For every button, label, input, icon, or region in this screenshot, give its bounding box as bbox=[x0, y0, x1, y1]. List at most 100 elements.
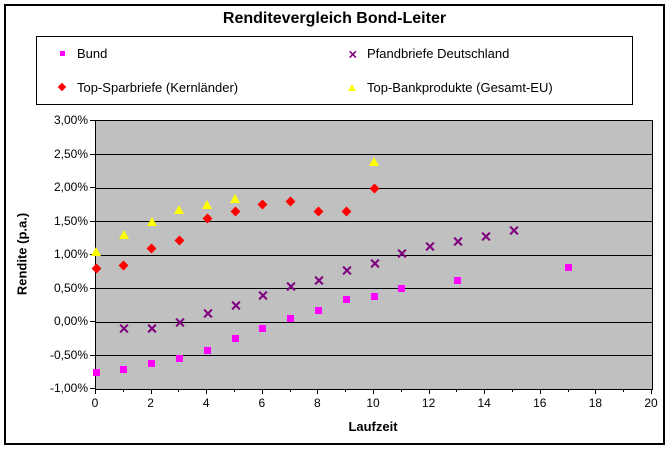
y-axis-tick bbox=[90, 187, 95, 188]
x-axis-major-tick bbox=[150, 389, 152, 394]
gridline bbox=[96, 321, 652, 323]
data-point-x bbox=[119, 324, 128, 333]
data-point-x bbox=[509, 226, 518, 235]
y-axis-tick bbox=[90, 388, 95, 389]
gridline bbox=[96, 288, 652, 289]
legend-item: Pfandbriefe Deutschland bbox=[346, 46, 632, 61]
data-point-triangle bbox=[118, 230, 129, 240]
y-tick-label: 2,50% bbox=[53, 146, 88, 161]
x-axis-minor-tick bbox=[345, 389, 347, 392]
x-tick-label: 20 bbox=[644, 396, 658, 410]
data-point-square bbox=[148, 360, 156, 368]
x-axis-major-tick bbox=[95, 389, 96, 394]
data-point-x bbox=[231, 301, 240, 310]
x-axis-major-tick bbox=[317, 389, 319, 394]
x-tick-label: 6 bbox=[258, 396, 266, 410]
x-axis-major-tick bbox=[261, 389, 263, 394]
x-tick-label: 18 bbox=[588, 396, 603, 410]
x-tick-label: 12 bbox=[421, 396, 436, 410]
data-point-square bbox=[120, 366, 128, 374]
chart-outer-border bbox=[4, 4, 665, 445]
data-point-square bbox=[231, 335, 239, 343]
legend-item: Top-Bankprodukte (Gesamt-EU) bbox=[346, 80, 632, 95]
gridline bbox=[96, 355, 652, 356]
data-point-x bbox=[175, 318, 184, 327]
x-axis-minor-tick bbox=[178, 389, 180, 392]
data-point-x bbox=[203, 309, 212, 318]
x-tick-label: 16 bbox=[533, 396, 547, 410]
y-axis-tick bbox=[90, 287, 95, 289]
x-axis-major-tick bbox=[484, 389, 486, 394]
x-tick-label: 8 bbox=[314, 396, 321, 410]
data-point-square bbox=[175, 355, 183, 363]
data-point-x bbox=[481, 232, 490, 241]
x-axis-minor-tick bbox=[567, 389, 569, 392]
data-point-diamond bbox=[369, 183, 379, 193]
x-tick-label: 4 bbox=[202, 396, 210, 410]
x-axis-minor-tick bbox=[400, 389, 402, 392]
x-axis-major-tick bbox=[428, 389, 430, 394]
x-axis-major-tick bbox=[651, 389, 652, 394]
data-point-diamond bbox=[174, 235, 185, 246]
data-point-diamond bbox=[146, 243, 157, 254]
data-point-diamond bbox=[118, 260, 129, 270]
x-axis-major-tick bbox=[539, 389, 541, 394]
legend-item: Top-Sparbriefe (Kernländer) bbox=[56, 80, 346, 95]
data-point-x bbox=[342, 266, 351, 275]
data-point-diamond bbox=[257, 199, 268, 210]
plot-area bbox=[91, 120, 653, 390]
data-point-square bbox=[342, 296, 350, 304]
gridline bbox=[96, 154, 652, 155]
data-point-square bbox=[565, 263, 573, 271]
x-axis-minor-tick bbox=[234, 389, 235, 392]
data-point-x bbox=[314, 276, 323, 285]
data-point-x bbox=[147, 324, 156, 333]
legend-item-label: Pfandbriefe Deutschland bbox=[367, 46, 510, 62]
y-tick-label: 2,00% bbox=[53, 180, 88, 194]
y-axis-tick bbox=[90, 321, 95, 322]
y-tick-label: 0,00% bbox=[53, 314, 88, 328]
legend-item: Bund bbox=[56, 46, 346, 61]
data-point-square bbox=[370, 293, 378, 301]
legend-item-label: Bund bbox=[77, 46, 108, 62]
x-tick-label: 10 bbox=[366, 396, 380, 410]
x-tick-label: 2 bbox=[147, 396, 154, 410]
x-tick-label: 0 bbox=[91, 396, 99, 410]
data-point-x bbox=[425, 242, 434, 251]
data-point-diamond bbox=[341, 206, 352, 217]
data-point-triangle bbox=[91, 247, 101, 257]
y-tick-label: 1,50% bbox=[53, 213, 88, 228]
x-legend-marker-icon bbox=[346, 48, 358, 60]
data-point-x bbox=[397, 249, 406, 258]
data-point-x bbox=[453, 237, 462, 246]
x-axis-minor-tick bbox=[512, 389, 513, 392]
data-point-triangle bbox=[202, 200, 213, 210]
x-axis-major-tick bbox=[206, 389, 208, 394]
x-axis-major-tick bbox=[595, 389, 597, 394]
x-axis-minor-tick bbox=[122, 389, 124, 392]
data-point-diamond bbox=[285, 196, 296, 207]
data-point-square bbox=[453, 276, 461, 284]
triangle-legend-marker-icon bbox=[346, 81, 358, 93]
data-point-square bbox=[287, 315, 295, 323]
x-tick-label: 14 bbox=[477, 396, 491, 410]
data-point-diamond bbox=[313, 206, 324, 217]
y-axis-tick bbox=[90, 220, 95, 222]
gridline bbox=[96, 221, 652, 222]
y-tick-label: 3,00% bbox=[53, 113, 88, 127]
y-axis-tick bbox=[90, 120, 95, 121]
data-point-square bbox=[259, 325, 267, 333]
square-legend-marker-icon bbox=[56, 48, 68, 60]
data-point-square bbox=[203, 346, 211, 354]
data-point-triangle bbox=[174, 204, 185, 214]
data-point-triangle bbox=[230, 193, 240, 203]
legend-item-label: Top-Bankprodukte (Gesamt-EU) bbox=[367, 79, 553, 95]
data-point-square bbox=[314, 307, 322, 315]
chart-legend: Bund Pfandbriefe Deutschland Top-Sparbrief… bbox=[36, 36, 633, 105]
data-point-x bbox=[370, 259, 379, 268]
data-point-diamond bbox=[230, 206, 240, 217]
data-point-triangle bbox=[369, 156, 379, 166]
gridline bbox=[96, 254, 652, 256]
legend-item-label: Top-Sparbriefe (Kernländer) bbox=[77, 79, 239, 95]
